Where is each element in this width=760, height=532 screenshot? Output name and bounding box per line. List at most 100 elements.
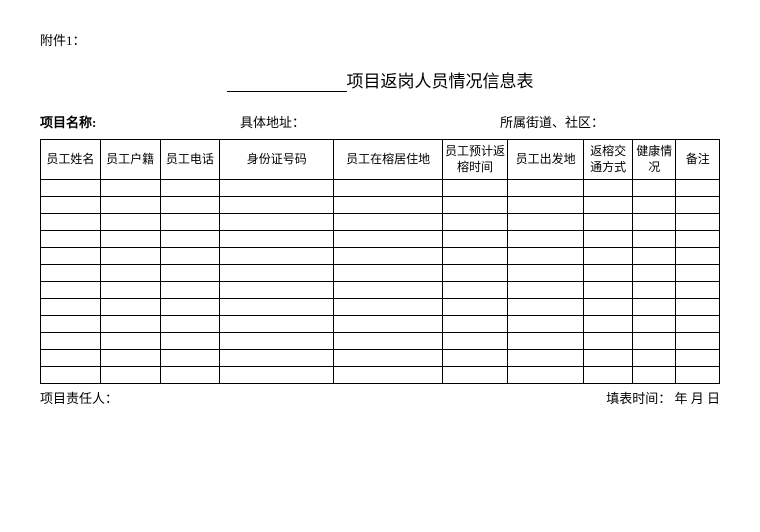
table-cell[interactable] [508, 214, 584, 231]
table-cell[interactable] [442, 180, 507, 197]
table-cell[interactable] [633, 197, 676, 214]
table-cell[interactable] [508, 265, 584, 282]
table-cell[interactable] [633, 367, 676, 384]
table-cell[interactable] [220, 299, 334, 316]
table-cell[interactable] [41, 299, 101, 316]
table-cell[interactable] [676, 299, 720, 316]
table-cell[interactable] [220, 265, 334, 282]
table-cell[interactable] [584, 350, 633, 367]
table-cell[interactable] [100, 197, 160, 214]
table-cell[interactable] [633, 214, 676, 231]
table-cell[interactable] [334, 265, 443, 282]
table-cell[interactable] [334, 367, 443, 384]
table-cell[interactable] [41, 265, 101, 282]
table-cell[interactable] [100, 367, 160, 384]
table-cell[interactable] [584, 333, 633, 350]
table-cell[interactable] [633, 282, 676, 299]
table-cell[interactable] [160, 197, 220, 214]
table-cell[interactable] [160, 180, 220, 197]
table-cell[interactable] [100, 248, 160, 265]
table-cell[interactable] [100, 350, 160, 367]
table-cell[interactable] [584, 367, 633, 384]
table-cell[interactable] [676, 265, 720, 282]
table-cell[interactable] [508, 316, 584, 333]
table-cell[interactable] [220, 231, 334, 248]
table-cell[interactable] [41, 248, 101, 265]
table-cell[interactable] [220, 333, 334, 350]
table-cell[interactable] [160, 299, 220, 316]
table-cell[interactable] [334, 197, 443, 214]
table-cell[interactable] [334, 299, 443, 316]
table-cell[interactable] [41, 197, 101, 214]
table-cell[interactable] [508, 231, 584, 248]
table-cell[interactable] [41, 231, 101, 248]
table-cell[interactable] [633, 180, 676, 197]
table-cell[interactable] [676, 180, 720, 197]
table-cell[interactable] [442, 333, 507, 350]
table-cell[interactable] [442, 214, 507, 231]
table-cell[interactable] [160, 367, 220, 384]
table-cell[interactable] [220, 316, 334, 333]
table-cell[interactable] [220, 180, 334, 197]
table-cell[interactable] [584, 248, 633, 265]
table-cell[interactable] [100, 333, 160, 350]
table-cell[interactable] [676, 367, 720, 384]
table-cell[interactable] [334, 333, 443, 350]
table-cell[interactable] [442, 231, 507, 248]
table-cell[interactable] [160, 265, 220, 282]
table-cell[interactable] [160, 231, 220, 248]
table-cell[interactable] [220, 248, 334, 265]
table-cell[interactable] [442, 350, 507, 367]
table-cell[interactable] [442, 197, 507, 214]
table-cell[interactable] [160, 316, 220, 333]
table-cell[interactable] [220, 367, 334, 384]
table-cell[interactable] [508, 180, 584, 197]
table-cell[interactable] [633, 231, 676, 248]
table-cell[interactable] [633, 265, 676, 282]
table-cell[interactable] [584, 231, 633, 248]
table-cell[interactable] [676, 282, 720, 299]
table-cell[interactable] [508, 282, 584, 299]
table-cell[interactable] [100, 180, 160, 197]
table-cell[interactable] [508, 367, 584, 384]
table-cell[interactable] [160, 248, 220, 265]
table-cell[interactable] [41, 214, 101, 231]
table-cell[interactable] [41, 333, 101, 350]
table-cell[interactable] [584, 214, 633, 231]
table-cell[interactable] [220, 214, 334, 231]
table-cell[interactable] [633, 350, 676, 367]
table-cell[interactable] [160, 333, 220, 350]
table-cell[interactable] [508, 197, 584, 214]
table-cell[interactable] [508, 350, 584, 367]
table-cell[interactable] [676, 214, 720, 231]
table-cell[interactable] [633, 333, 676, 350]
table-cell[interactable] [41, 180, 101, 197]
table-cell[interactable] [220, 350, 334, 367]
table-cell[interactable] [584, 265, 633, 282]
table-cell[interactable] [334, 282, 443, 299]
table-cell[interactable] [334, 180, 443, 197]
table-cell[interactable] [220, 197, 334, 214]
table-cell[interactable] [100, 231, 160, 248]
table-cell[interactable] [334, 350, 443, 367]
table-cell[interactable] [160, 350, 220, 367]
table-cell[interactable] [100, 299, 160, 316]
table-cell[interactable] [676, 231, 720, 248]
table-cell[interactable] [633, 316, 676, 333]
table-cell[interactable] [676, 333, 720, 350]
table-cell[interactable] [584, 180, 633, 197]
table-cell[interactable] [442, 265, 507, 282]
table-cell[interactable] [334, 231, 443, 248]
table-cell[interactable] [508, 248, 584, 265]
table-cell[interactable] [100, 214, 160, 231]
table-cell[interactable] [220, 282, 334, 299]
table-cell[interactable] [334, 316, 443, 333]
table-cell[interactable] [442, 248, 507, 265]
table-cell[interactable] [676, 350, 720, 367]
table-cell[interactable] [633, 299, 676, 316]
table-cell[interactable] [41, 316, 101, 333]
title-blank-field[interactable] [227, 74, 347, 92]
table-cell[interactable] [334, 248, 443, 265]
table-cell[interactable] [41, 367, 101, 384]
table-cell[interactable] [100, 282, 160, 299]
